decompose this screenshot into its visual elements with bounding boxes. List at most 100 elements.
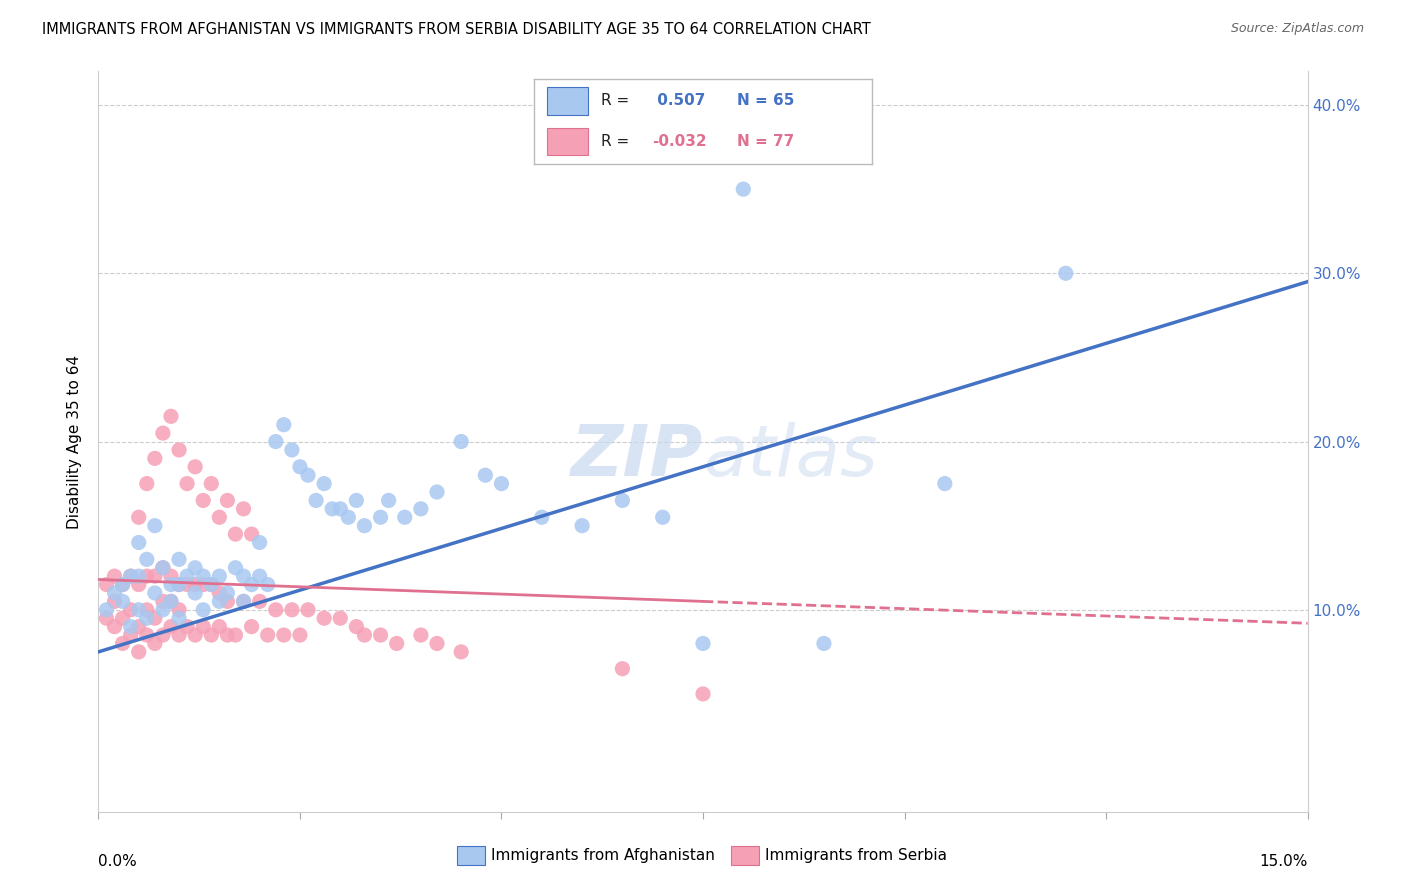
Point	[152, 628, 174, 642]
Y-axis label: Disability Age 35 to 64: Disability Age 35 to 64	[67, 354, 83, 529]
Point	[240, 577, 263, 591]
Point	[329, 611, 352, 625]
Point	[813, 636, 835, 650]
Point	[314, 476, 336, 491]
Point	[193, 577, 215, 591]
Point	[491, 476, 513, 491]
Point	[224, 527, 246, 541]
Point	[273, 628, 295, 642]
Point	[208, 586, 231, 600]
Point	[450, 434, 472, 449]
Point	[733, 182, 755, 196]
Point	[232, 594, 254, 608]
Point	[143, 586, 166, 600]
Point	[135, 628, 157, 642]
Point	[409, 501, 432, 516]
Point	[344, 493, 367, 508]
Point	[240, 619, 263, 633]
Point	[314, 611, 336, 625]
Point	[152, 560, 174, 574]
Point	[240, 527, 263, 541]
Point	[249, 594, 271, 608]
Point	[385, 636, 408, 650]
Point	[530, 510, 553, 524]
Point	[288, 628, 311, 642]
Point	[297, 468, 319, 483]
Point	[232, 594, 254, 608]
Point	[111, 594, 134, 608]
Point	[224, 628, 246, 642]
Point	[426, 636, 449, 650]
Point	[143, 518, 166, 533]
Point	[152, 560, 174, 574]
Point	[128, 645, 150, 659]
Point	[692, 636, 714, 650]
Point	[200, 577, 222, 591]
Point	[167, 611, 190, 625]
Text: 15.0%: 15.0%	[1260, 854, 1308, 869]
Point	[370, 510, 392, 524]
Point	[111, 636, 134, 650]
Point	[120, 569, 142, 583]
Point	[692, 687, 714, 701]
Point	[353, 518, 375, 533]
Point	[934, 476, 956, 491]
Point	[160, 619, 183, 633]
Point	[329, 501, 352, 516]
Text: Source: ZipAtlas.com: Source: ZipAtlas.com	[1230, 22, 1364, 36]
Point	[184, 586, 207, 600]
Point	[426, 485, 449, 500]
Point	[208, 510, 231, 524]
Point	[193, 603, 215, 617]
Point	[176, 619, 198, 633]
Point	[96, 577, 118, 591]
Point	[344, 619, 367, 633]
Point	[353, 628, 375, 642]
Point	[167, 552, 190, 566]
Point	[120, 619, 142, 633]
Point	[217, 594, 239, 608]
Point	[160, 594, 183, 608]
Point	[370, 628, 392, 642]
Point	[128, 577, 150, 591]
Point	[612, 493, 634, 508]
Point	[193, 493, 215, 508]
Point	[143, 636, 166, 650]
Point	[474, 468, 496, 483]
Point	[120, 603, 142, 617]
Point	[256, 628, 278, 642]
Point	[160, 409, 183, 424]
Point	[200, 577, 222, 591]
Point	[167, 577, 190, 591]
Point	[103, 594, 125, 608]
Point	[337, 510, 360, 524]
Point	[160, 569, 183, 583]
Point	[103, 586, 125, 600]
Point	[193, 619, 215, 633]
Point	[143, 611, 166, 625]
Text: IMMIGRANTS FROM AFGHANISTAN VS IMMIGRANTS FROM SERBIA DISABILITY AGE 35 TO 64 CO: IMMIGRANTS FROM AFGHANISTAN VS IMMIGRANT…	[42, 22, 870, 37]
Point	[184, 560, 207, 574]
Point	[135, 569, 157, 583]
Point	[651, 510, 673, 524]
Point	[120, 628, 142, 642]
Point	[264, 434, 287, 449]
Point	[167, 577, 190, 591]
Point	[184, 628, 207, 642]
Point	[193, 569, 215, 583]
Point	[394, 510, 416, 524]
Point	[128, 619, 150, 633]
Point	[208, 619, 231, 633]
Text: atlas: atlas	[703, 422, 877, 491]
Point	[612, 662, 634, 676]
Text: Immigrants from Afghanistan: Immigrants from Afghanistan	[491, 848, 714, 863]
Point	[135, 611, 157, 625]
Point	[176, 476, 198, 491]
Point	[96, 611, 118, 625]
Point	[167, 628, 190, 642]
Point	[152, 594, 174, 608]
Point	[232, 501, 254, 516]
Text: Immigrants from Serbia: Immigrants from Serbia	[765, 848, 946, 863]
Point	[135, 476, 157, 491]
Point	[305, 493, 328, 508]
